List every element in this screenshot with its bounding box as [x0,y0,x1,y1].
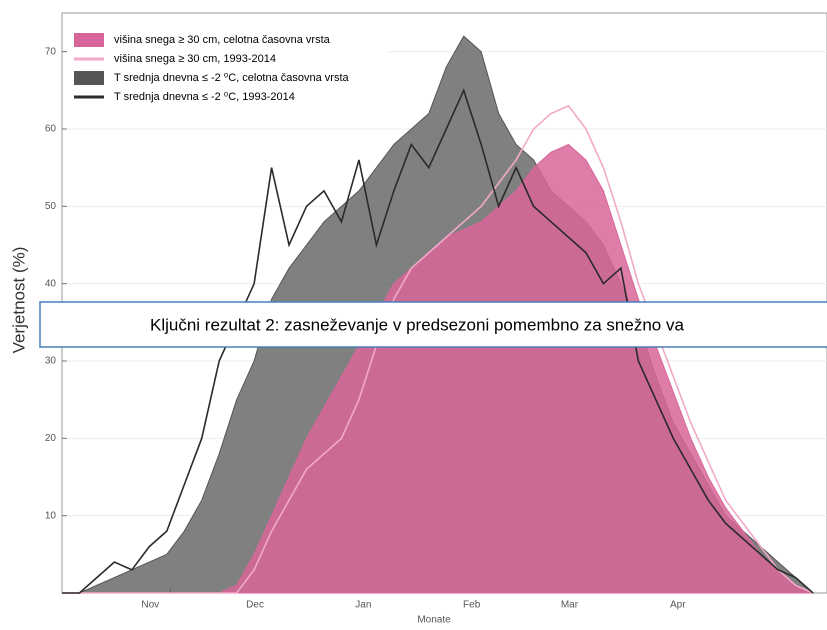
annotation-box [39,301,827,348]
x-tick-label: Feb [463,600,481,611]
y-tick-label: 10 [45,510,57,521]
x-tick-label: Jan [355,600,371,611]
y-tick-label: 60 [45,124,57,135]
y-tick-label: 30 [45,356,57,367]
legend-swatch [74,71,104,85]
y-tick-label: 40 [45,278,57,289]
line [62,88,814,594]
legend-box [67,26,387,118]
legend-swatch [74,33,104,47]
y-tick-label: 50 [45,201,57,212]
x-tick-label: Nov [141,600,159,611]
legend-label: višina snega ≥ 30 cm, 1993-2014 [114,53,276,65]
x-tick-label: Dec [246,600,264,611]
x-tick-label: Apr [670,600,686,611]
y-tick-label: 70 [45,46,57,57]
legend-label: višina snega ≥ 30 cm, celotna časovna vr… [114,34,331,46]
line [62,104,814,594]
legend-label: T srednja dnevna ≤ -2 ⁰C, celotna časovn… [114,72,350,84]
x-tick-label: Mar [561,600,579,611]
legend-label: T srednja dnevna ≤ -2 ⁰C, 1993-2014 [114,91,295,103]
y-tick-label: 20 [45,433,57,444]
annotation: Ključni rezultat 2: zasneževanje v preds… [150,315,684,334]
x-axis-label: Monate [417,615,451,626]
y-axis-label: Verjetnost (%) [9,247,28,354]
